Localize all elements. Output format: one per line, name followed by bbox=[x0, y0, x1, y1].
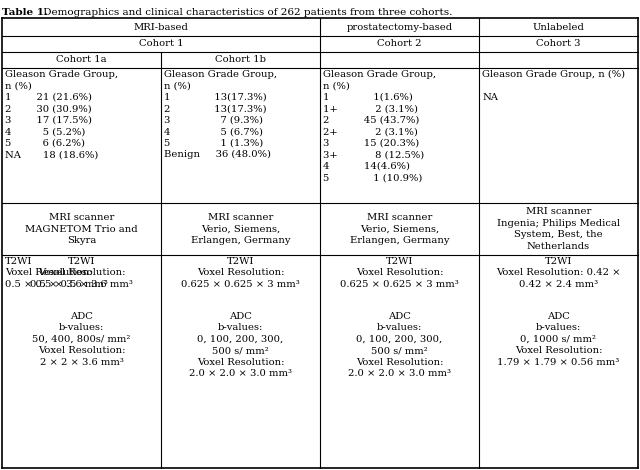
Text: Gleason Grade Group,
n (%)
1        21 (21.6%)
2        30 (30.9%)
3        17 (: Gleason Grade Group, n (%) 1 21 (21.6%) … bbox=[5, 70, 118, 159]
Text: MRI scanner
Verio, Siemens,
Erlangen, Germany: MRI scanner Verio, Siemens, Erlangen, Ge… bbox=[349, 213, 449, 245]
Text: Cohort 2: Cohort 2 bbox=[377, 39, 422, 48]
Text: ADC
b-values:
0, 100, 200, 300,
500 s/ mm²
Voxel Resolution:
2.0 × 2.0 × 3.0 mm³: ADC b-values: 0, 100, 200, 300, 500 s/ m… bbox=[348, 312, 451, 378]
Text: Cohort 1a: Cohort 1a bbox=[56, 55, 107, 64]
Text: ADC
b-values:
0, 100, 200, 300,
500 s/ mm²
Voxel Resolution:
2.0 × 2.0 × 3.0 mm³: ADC b-values: 0, 100, 200, 300, 500 s/ m… bbox=[189, 312, 292, 378]
Text: Cohort 3: Cohort 3 bbox=[536, 39, 580, 48]
Text: Unlabeled: Unlabeled bbox=[532, 23, 584, 31]
Text: MRI-based: MRI-based bbox=[134, 23, 188, 31]
Text: Gleason Grade Group, n (%)

NA: Gleason Grade Group, n (%) NA bbox=[482, 70, 625, 102]
Text: Gleason Grade Group,
n (%)
1              1(1.6%)
1+            2 (3.1%)
2      : Gleason Grade Group, n (%) 1 1(1.6%) 1+ … bbox=[323, 70, 436, 182]
Text: prostatectomy-based: prostatectomy-based bbox=[346, 23, 452, 31]
Text: MRI scanner
Verio, Siemens,
Erlangen, Germany: MRI scanner Verio, Siemens, Erlangen, Ge… bbox=[191, 213, 291, 245]
Text: MRI scanner
MAGNETOM Trio and
Skyra: MRI scanner MAGNETOM Trio and Skyra bbox=[25, 213, 138, 245]
Text: ADC
b-values:
0, 1000 s/ mm²
Voxel Resolution:
1.79 × 1.79 × 0.56 mm³: ADC b-values: 0, 1000 s/ mm² Voxel Resol… bbox=[497, 312, 620, 367]
Text: MRI scanner
Ingenia; Philips Medical
System, Best, the
Netherlands: MRI scanner Ingenia; Philips Medical Sys… bbox=[497, 207, 620, 251]
Text: Cohort 1: Cohort 1 bbox=[139, 39, 183, 48]
Text: T2WI
Voxel Resolution:
0.625 × 0.625 × 3 mm³: T2WI Voxel Resolution: 0.625 × 0.625 × 3… bbox=[340, 257, 459, 289]
Text: ADC
b-values:
50, 400, 800s/ mm²
Voxel Resolution:
2 × 2 × 3.6 mm³: ADC b-values: 50, 400, 800s/ mm² Voxel R… bbox=[32, 312, 131, 367]
Text: T2WI
Voxel Resolution:
0.625 × 0.625 × 3 mm³: T2WI Voxel Resolution: 0.625 × 0.625 × 3… bbox=[181, 257, 300, 289]
Text: T2WI
Voxel Resolution:
0.5 × 0.5 × 3.6 mm³: T2WI Voxel Resolution: 0.5 × 0.5 × 3.6 m… bbox=[5, 257, 108, 289]
Text: Gleason Grade Group,
n (%)
1              13(17.3%)
2              13(17.3%)
3  : Gleason Grade Group, n (%) 1 13(17.3%) 2… bbox=[164, 70, 277, 159]
Text: T2WI
Voxel Resolution: 0.42 ×
0.42 × 2.4 mm³: T2WI Voxel Resolution: 0.42 × 0.42 × 2.4… bbox=[496, 257, 621, 289]
Text: Demographics and clinical characteristics of 262 patients from three cohorts.: Demographics and clinical characteristic… bbox=[40, 8, 452, 17]
Text: T2WI
Voxel Resolution:
0.5 × 0.5 × 3.6 mm³: T2WI Voxel Resolution: 0.5 × 0.5 × 3.6 m… bbox=[30, 257, 133, 289]
Text: Cohort 1b: Cohort 1b bbox=[215, 55, 266, 64]
Text: Table 1.: Table 1. bbox=[2, 8, 48, 17]
